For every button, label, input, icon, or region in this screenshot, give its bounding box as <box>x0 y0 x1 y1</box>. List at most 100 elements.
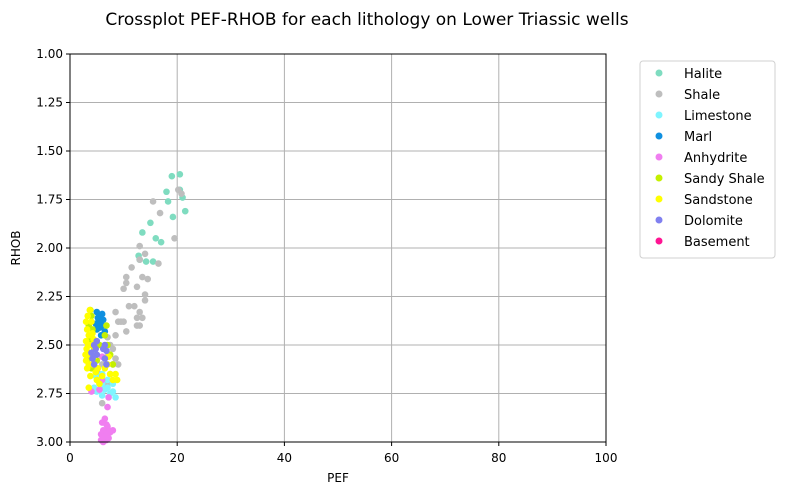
data-point <box>94 314 102 322</box>
y-tick-label: 2.50 <box>36 338 63 352</box>
legend-label: Halite <box>684 67 722 82</box>
data-point <box>101 355 109 362</box>
data-point <box>136 256 143 263</box>
data-point <box>136 308 143 316</box>
data-point <box>112 370 119 378</box>
x-tick-label: 20 <box>170 451 185 465</box>
data-point <box>131 302 138 310</box>
data-point <box>82 351 89 359</box>
data-point <box>99 316 107 324</box>
legend-label: Marl <box>684 130 712 145</box>
data-point <box>112 355 119 362</box>
legend-marker <box>655 69 663 77</box>
x-tick-label: 80 <box>491 451 506 465</box>
y-tick-label: 3.00 <box>36 435 63 449</box>
legend-item: Anhydrite <box>655 151 747 166</box>
data-point <box>84 312 91 320</box>
legend-label: Sandstone <box>684 193 753 208</box>
data-point <box>139 314 146 322</box>
legend-label: Basement <box>684 235 750 250</box>
y-tick-label: 1.00 <box>36 47 63 61</box>
data-point <box>104 423 111 430</box>
legend-item: Marl <box>655 130 712 145</box>
y-tick-label: 1.75 <box>36 193 63 207</box>
data-point <box>164 198 172 205</box>
data-point <box>144 275 152 283</box>
legend-marker <box>655 153 663 161</box>
data-point <box>147 219 154 227</box>
y-tick-label: 2.25 <box>36 290 63 304</box>
legend-label: Sandy Shale <box>684 172 765 187</box>
legend-item: Sandstone <box>655 193 753 208</box>
legend-label: Anhydrite <box>684 151 747 166</box>
data-point <box>142 258 150 265</box>
data-point <box>109 388 117 395</box>
y-tick-label: 2.75 <box>36 387 63 401</box>
data-point <box>99 345 107 353</box>
data-point <box>98 372 106 380</box>
data-point <box>109 361 117 368</box>
legend-marker <box>655 174 663 182</box>
data-point <box>139 273 146 281</box>
data-point <box>155 260 162 267</box>
data-point <box>93 337 101 345</box>
data-point <box>141 297 149 304</box>
data-point <box>83 326 91 333</box>
data-point <box>157 238 165 246</box>
data-point <box>86 306 94 314</box>
data-point <box>112 394 119 401</box>
data-point <box>89 355 96 362</box>
data-point <box>96 324 104 331</box>
data-point <box>152 235 160 242</box>
data-point <box>93 351 101 359</box>
data-point <box>109 427 117 434</box>
data-point <box>113 376 121 384</box>
data-point <box>103 361 110 368</box>
series-marl <box>92 308 109 339</box>
data-point <box>125 302 133 310</box>
data-point <box>122 273 130 281</box>
axis-ticks: 0 20 40 60 80 100 1.00 1.25 1.50 1.75 2.00 2.25 2.50… <box>36 47 617 465</box>
data-point <box>149 258 157 265</box>
data-point <box>133 283 141 291</box>
legend-marker <box>655 216 663 224</box>
y-tick-label: 1.50 <box>36 144 63 158</box>
data-point <box>168 172 176 180</box>
x-tick-label: 40 <box>277 451 292 465</box>
data-point <box>88 318 95 326</box>
data-point <box>83 364 91 372</box>
data-point <box>98 310 106 318</box>
data-point <box>98 392 106 399</box>
data-point <box>103 430 111 438</box>
data-point <box>83 345 90 353</box>
data-point <box>98 399 106 407</box>
data-point <box>106 370 114 378</box>
legend-item: Limestone <box>655 109 752 124</box>
y-axis-label: RHOB <box>9 230 23 265</box>
data-point <box>117 318 125 326</box>
x-tick-label: 0 <box>66 451 74 465</box>
data-point <box>181 207 189 215</box>
series-halite <box>135 170 189 265</box>
data-point <box>136 242 143 250</box>
data-point <box>82 318 90 326</box>
data-point <box>176 170 184 178</box>
data-point <box>89 330 96 337</box>
data-point <box>104 403 111 411</box>
data-point <box>92 345 100 353</box>
data-point <box>178 190 185 197</box>
legend-item: Shale <box>655 88 720 103</box>
data-point <box>87 372 94 380</box>
legend-marker <box>655 195 663 203</box>
x-tick-label: 100 <box>595 451 618 465</box>
legend-item: Basement <box>655 235 750 250</box>
legend-label: Shale <box>684 88 720 103</box>
data-point <box>169 213 177 221</box>
x-tick-label: 60 <box>384 451 399 465</box>
data-point <box>141 291 149 298</box>
data-point <box>120 285 127 293</box>
data-point <box>104 376 111 384</box>
data-point <box>139 229 146 236</box>
y-tick-label: 1.25 <box>36 96 63 110</box>
